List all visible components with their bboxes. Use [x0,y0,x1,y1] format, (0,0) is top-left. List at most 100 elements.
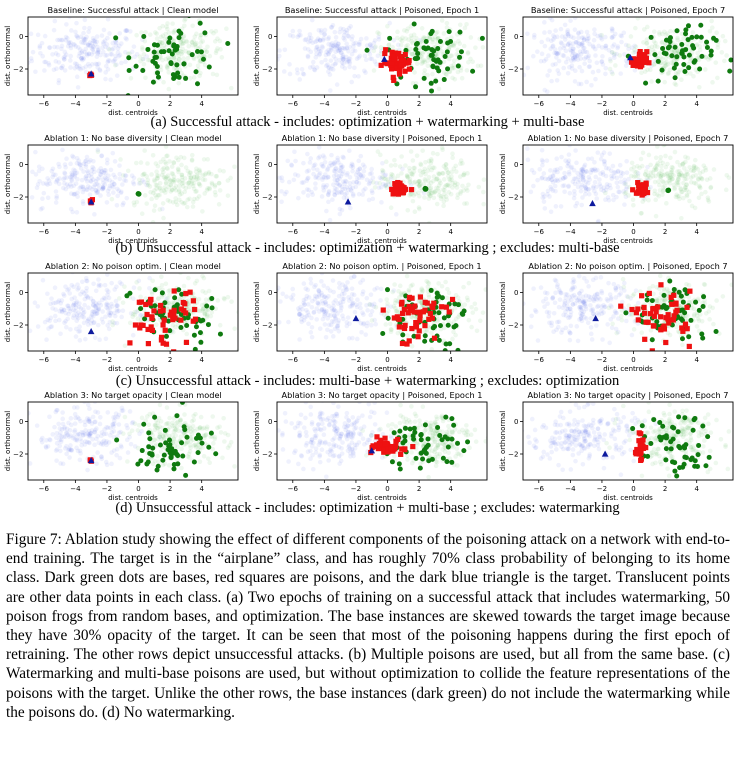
green-class-point [189,39,195,45]
green-class-point [144,201,150,206]
blue-class-point [108,313,113,318]
blue-class-point [79,429,84,435]
blue-class-point [305,176,310,181]
blue-class-point [624,294,630,299]
blue-class-point [336,168,342,173]
blue-class-point [15,155,20,160]
green-class-point [420,288,426,294]
blue-class-point [82,442,88,447]
blue-class-point [573,295,578,300]
green-class-point [699,176,704,181]
base-point [181,61,187,67]
blue-class-point [346,336,352,341]
green-class-point [632,169,638,175]
blue-class-point [331,54,337,59]
green-class-point [415,181,420,187]
blue-class-point [335,301,341,306]
blue-class-point [89,314,94,319]
blue-class-point [336,293,342,299]
blue-class-point [347,56,353,61]
blue-class-point [618,71,624,76]
green-class-point [461,43,467,49]
blue-class-point [55,177,60,182]
green-class-point [184,331,190,337]
green-class-point [460,183,465,189]
green-class-point [644,24,650,30]
poison-square [384,61,390,67]
blue-class-point [376,34,381,40]
blue-class-point [546,176,552,181]
blue-class-point [386,181,392,187]
blue-class-point [372,287,377,292]
green-class-point [722,38,728,44]
blue-class-point [331,161,336,166]
blue-class-point [316,287,321,293]
blue-class-point [315,44,320,50]
blue-class-point [559,154,564,160]
blue-class-point [49,324,55,329]
blue-class-point [91,38,96,44]
green-class-point [142,193,148,198]
green-class-point [150,153,156,158]
blue-class-point [576,297,581,303]
green-class-point [729,282,733,288]
green-class-point [669,172,675,178]
blue-class-point [105,306,111,312]
blue-class-point [570,56,576,61]
blue-class-point [351,180,356,185]
blue-class-point [94,311,100,316]
green-class-point [671,57,677,63]
blue-class-point [301,190,306,195]
green-class-point [147,184,153,189]
base-point [423,186,429,192]
blue-class-point [358,36,364,42]
green-class-point [654,284,660,290]
green-class-point [696,195,702,201]
blue-class-point [80,430,86,436]
blue-class-point [341,179,346,184]
blue-class-point [301,302,307,308]
blue-class-point [333,35,339,40]
green-class-point [367,302,373,307]
green-class-point [197,426,202,431]
blue-class-point [51,300,56,306]
green-class-point [693,173,699,178]
green-class-point [203,297,209,303]
green-class-point [212,189,218,195]
y-tick-label: −2 [13,66,23,74]
blue-class-point [138,313,143,318]
blue-class-point [332,61,338,67]
blue-class-point [579,167,584,173]
blue-class-point [608,317,614,322]
blue-class-point [322,27,328,33]
blue-class-point [345,33,351,39]
blue-class-point [78,67,83,72]
green-class-point [109,196,115,202]
green-class-point [196,181,202,186]
x-tick-label: −2 [351,356,361,364]
blue-class-point [348,275,354,281]
blue-class-point [97,171,103,177]
green-class-point [380,174,385,180]
blue-class-point [72,421,78,426]
x-tick-label: 2 [663,228,667,236]
green-class-point [395,35,400,41]
blue-class-point [74,34,80,39]
blue-class-point [609,304,614,310]
blue-class-point [550,62,556,68]
blue-class-point [42,68,47,73]
blue-class-point [371,304,377,309]
blue-class-point [565,28,571,33]
blue-class-point [326,69,331,74]
green-class-point [157,180,163,186]
green-class-point [423,178,428,183]
green-class-point [430,165,436,170]
blue-class-point [391,37,397,43]
blue-class-point [380,170,386,176]
base-point [447,341,453,347]
target-triangle [592,315,599,322]
base-point [400,332,406,338]
base-point [696,307,702,313]
blue-class-point [40,205,45,211]
base-point [649,298,655,304]
